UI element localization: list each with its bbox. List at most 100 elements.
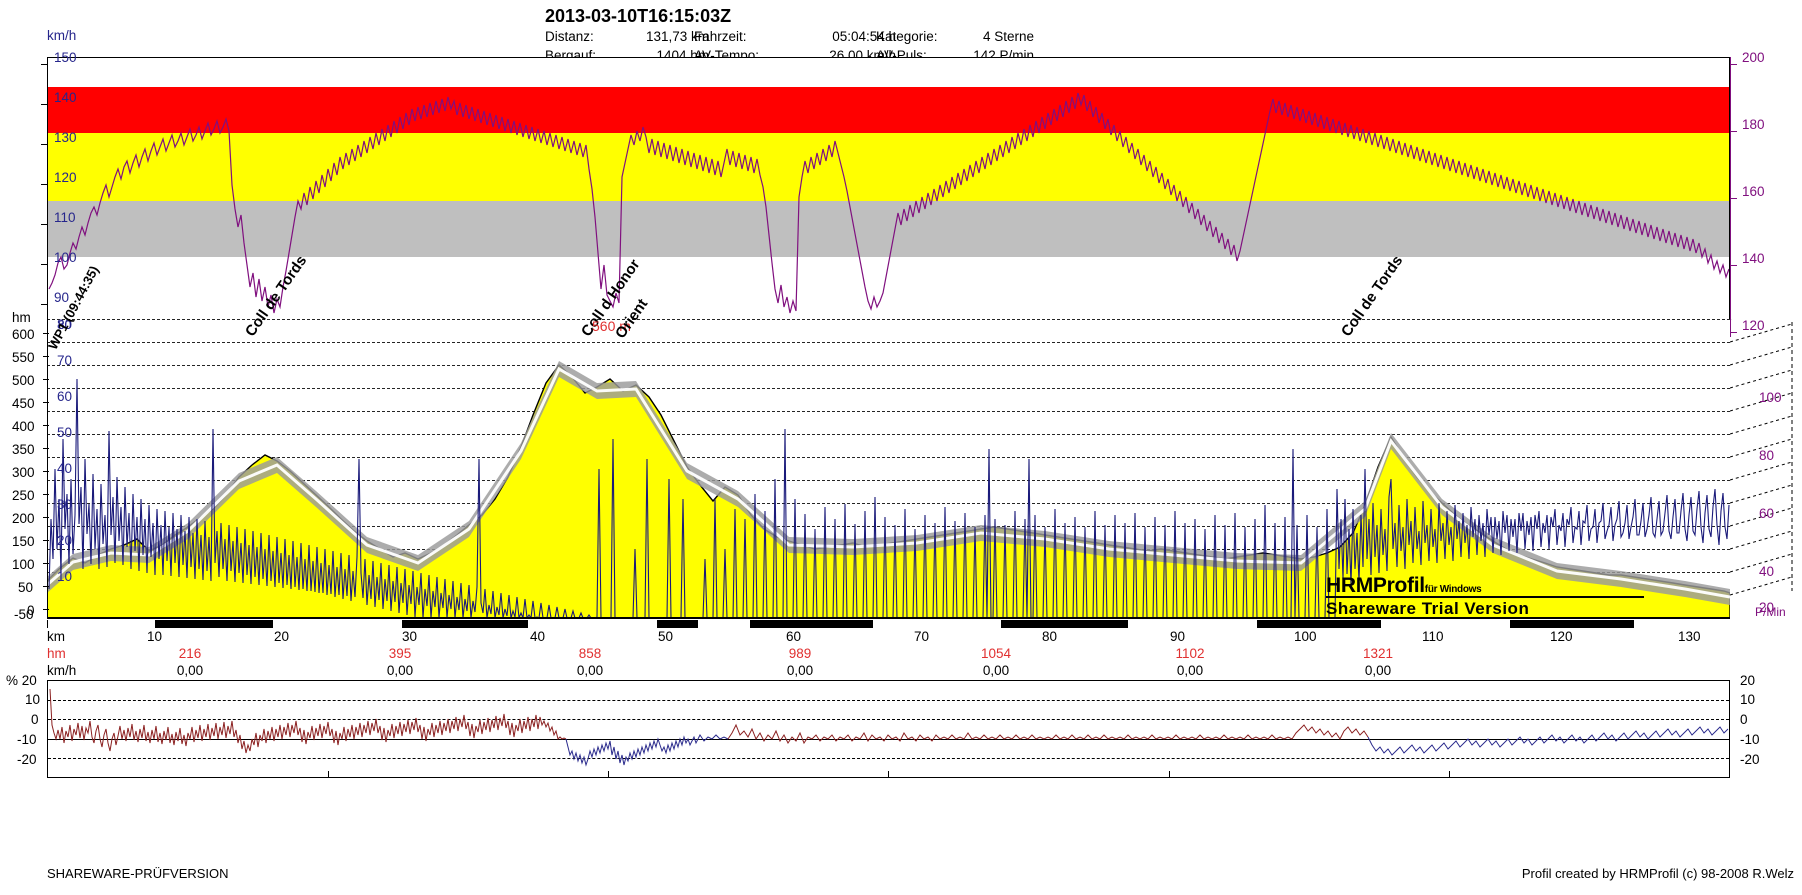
footer-right: Profil created by HRMProfil (c) 98-2008 … — [1521, 866, 1794, 881]
hm-tick-600: 600 — [12, 327, 35, 342]
split-hm-value: 1054 — [980, 646, 1012, 661]
main-plot — [47, 57, 1793, 618]
km-tick-40: 40 — [530, 629, 546, 644]
stat-value: 131,73 km — [645, 29, 709, 44]
stat-label: Distanz: — [545, 29, 594, 44]
heart-rate-panel — [47, 57, 1730, 319]
gridline-250 — [47, 480, 1730, 481]
ladder-tick-40: 40 — [1759, 564, 1775, 579]
hm-tick-150: 150 — [12, 534, 35, 549]
split-hm-value: 989 — [788, 646, 812, 661]
stat-kategorie: Kategorie: 4 Sterne — [876, 27, 1034, 46]
split-row-kmh: km/h 0,00 0,00 0,00 0,00 0,00 0,00 0,00 — [0, 663, 1802, 680]
hm-tick-200: 200 — [12, 511, 35, 526]
gridline-300 — [47, 457, 1730, 458]
hrmprofil-watermark: HRMProfilfür Windows Shareware Trial Ver… — [1326, 574, 1656, 619]
hm-tick-400: 400 — [12, 419, 35, 434]
stat-label: Kategorie: — [876, 29, 938, 44]
peak-altitude-coll-d-honor: 560 m — [592, 318, 631, 334]
stat-distanz: Distanz: 131,73 km — [545, 27, 709, 46]
elevation-chart — [47, 361, 1730, 618]
split-row-hm: hm 216 395 858 989 1054 1102 1321 — [0, 646, 1802, 663]
km-tick-70: 70 — [914, 629, 930, 644]
grade-tick-right-0: 0 — [1740, 712, 1748, 727]
km-tick-60: 60 — [786, 629, 802, 644]
watermark-subtitle: Shareware Trial Version — [1326, 599, 1530, 618]
grade-axis-title: % 20 — [6, 673, 37, 688]
gridline-200 — [47, 503, 1730, 504]
ladder-tick-20: 20 — [1759, 600, 1775, 615]
gridline-600 — [47, 319, 1730, 320]
watermark-title-small: für Windows — [1424, 584, 1482, 595]
grade-tick-right-20: 20 — [1740, 673, 1756, 688]
split-kmh-value: 0,00 — [786, 663, 814, 678]
watermark-rule — [1326, 596, 1644, 598]
ladder-tick-100: 100 — [1759, 390, 1782, 405]
inner-kmh-10: 10 — [57, 569, 73, 584]
tick-80: 80 — [58, 318, 72, 332]
footer-left: SHAREWARE-PRÜFVERSION — [47, 866, 229, 881]
hr-axis-title: P/Min — [1755, 605, 1786, 619]
km-tick-20: 20 — [274, 629, 290, 644]
split-table: hm 216 395 858 989 1054 1102 1321 km/h 0… — [0, 626, 1802, 678]
hm-tick--50: -50 — [14, 607, 34, 622]
tick-110: 110 — [54, 210, 76, 225]
stat-value: 4 Sterne — [982, 29, 1034, 44]
plot-bottom-border — [47, 617, 1730, 618]
speed-axis-title: km/h — [47, 28, 77, 43]
pmin-tick-180: 180 — [1742, 117, 1765, 132]
hm-tick-500: 500 — [12, 373, 35, 388]
grade-tick-left--10: -10 — [17, 732, 37, 747]
km-tick-130: 130 — [1678, 629, 1701, 644]
km-tick-10: 10 — [147, 629, 163, 644]
inner-kmh-40: 40 — [57, 461, 73, 476]
hm-tick-300: 300 — [12, 465, 35, 480]
watermark-title-main: HRMProfil — [1326, 574, 1425, 597]
split-row-label-kmh: km/h — [47, 663, 77, 678]
tick-150: 150 — [54, 50, 77, 65]
stat-fahrzeit: Fahrzeit: 05:04:54 h — [694, 27, 896, 46]
km-tick-30: 30 — [402, 629, 418, 644]
grade-tick-left--20: -20 — [17, 752, 37, 767]
inner-kmh-20: 20 — [57, 533, 73, 548]
distance-axis-title: km — [47, 629, 65, 644]
pmin-tick-160: 160 — [1742, 184, 1765, 199]
pmin-tick-140: 140 — [1742, 251, 1765, 266]
split-hm-value: 216 — [178, 646, 202, 661]
ladder-tick-80: 80 — [1759, 448, 1775, 463]
split-kmh-value: 0,00 — [1176, 663, 1204, 678]
gridline-150 — [47, 526, 1730, 527]
gridline-400 — [47, 411, 1730, 412]
hm-tick-550: 550 — [12, 350, 35, 365]
elevation-axis-title: hm — [12, 310, 31, 325]
gridline-550 — [47, 342, 1730, 343]
tick-140: 140 — [54, 90, 77, 105]
inner-kmh-60: 60 — [57, 389, 73, 404]
split-hm-value: 395 — [388, 646, 412, 661]
hr-zone-red — [47, 87, 1730, 133]
split-kmh-value: 0,00 — [576, 663, 604, 678]
grade-tick-right--20: -20 — [1740, 752, 1760, 767]
elevation-panel — [47, 319, 1730, 618]
right-3d-ladder-axis — [1730, 319, 1802, 618]
km-tick-100: 100 — [1294, 629, 1317, 644]
km-tick-110: 110 — [1422, 629, 1444, 644]
split-kmh-value: 0,00 — [982, 663, 1010, 678]
grade-tick-right--10: -10 — [1740, 732, 1760, 747]
gridline-500 — [47, 365, 1730, 366]
heart-rate-trace — [48, 92, 1730, 314]
km-tick-120: 120 — [1550, 629, 1573, 644]
split-hm-value: 1102 — [1175, 646, 1205, 661]
inner-kmh-50: 50 — [57, 425, 73, 440]
gradient-trace — [49, 688, 1729, 767]
tick-100: 100 — [54, 250, 77, 265]
hm-tick-350: 350 — [12, 442, 35, 457]
split-row-label-hm: hm — [47, 646, 66, 661]
pmin-tick-200: 200 — [1742, 50, 1765, 65]
tick-90: 90 — [54, 290, 70, 305]
gridline-450 — [47, 388, 1730, 389]
page-title: 2013-03-10T16:15:03Z — [545, 6, 732, 26]
hm-tick-250: 250 — [12, 488, 35, 503]
pmin-tick-120: 120 — [1742, 318, 1765, 333]
distance-axis-bar — [47, 618, 1730, 628]
